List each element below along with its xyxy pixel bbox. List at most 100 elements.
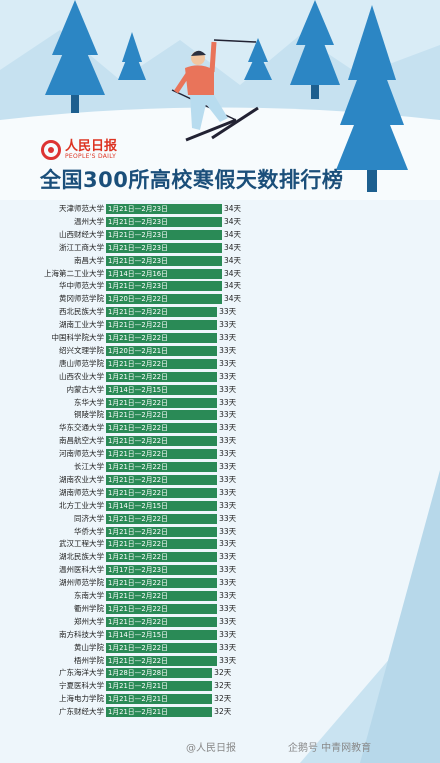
bar [106, 603, 218, 614]
date-range-label: 1月21日—2月22日 [108, 540, 168, 549]
chart-row: 内蒙古大学 1月14日—2月15日 33天 [0, 384, 440, 396]
date-range-label: 1月21日—2月22日 [108, 643, 168, 652]
chart-row: 唐山师范学院 1月21日—2月22日 33天 [0, 358, 440, 370]
days-value-label: 33天 [219, 552, 237, 562]
category-label: 南昌航空大学 [59, 436, 104, 446]
date-range-label: 1月21日—2月22日 [108, 553, 168, 562]
chart-row: 广东海洋大学 1月28日—2月28日 32天 [0, 667, 440, 679]
date-range-label: 1月21日—2月23日 [108, 243, 168, 252]
chart-title: 全国300所高校寒假天数排行榜 [40, 168, 344, 192]
days-value-label: 34天 [224, 255, 242, 265]
date-range-label: 1月21日—2月22日 [108, 334, 168, 342]
chart-row: 铜陵学院 1月21日—2月22日 33天 [0, 409, 440, 421]
bar [106, 397, 218, 408]
chart-row: 华东交通大学 1月21日—2月22日 33天 [0, 422, 440, 434]
brand-name: 人民日报 [65, 139, 118, 154]
bar [106, 423, 218, 434]
days-value-label: 33天 [219, 423, 237, 433]
date-range-label: 1月21日—2月22日 [108, 450, 168, 459]
category-label: 天津师范大学 [59, 204, 104, 213]
category-label: 宁夏医科大学 [59, 681, 104, 691]
category-label: 山西财经大学 [59, 229, 104, 239]
bar [106, 642, 218, 653]
chart-row: 南昌航空大学 1月21日—2月22日 33天 [0, 435, 440, 447]
date-range-label: 1月21日—2月23日 [108, 230, 168, 239]
peoples-daily-logo: 人民日报 PEOPLE'S DAILY [41, 140, 117, 160]
chart-row: 华中师范大学 1月21日—2月23日 34天 [0, 280, 440, 292]
days-value-label: 33天 [219, 565, 237, 575]
days-value-label: 33天 [219, 603, 237, 613]
bar [106, 204, 222, 214]
bar [106, 410, 218, 421]
date-range-label: 1月14日—2月15日 [108, 501, 168, 510]
category-label: 同济大学 [74, 513, 104, 523]
category-label: 华东交通大学 [59, 423, 104, 433]
chart-row: 河南师范大学 1月21日—2月22日 33天 [0, 448, 440, 460]
category-label: 黄山学院 [74, 642, 104, 652]
chart-row: 南方科技大学 1月14日—2月15日 33天 [0, 629, 440, 641]
days-value-label: 33天 [219, 384, 237, 394]
chart-row: 广东财经大学 1月21日—2月21日 32天 [0, 706, 440, 718]
bar [106, 268, 222, 279]
days-value-label: 33天 [219, 629, 237, 639]
bar [106, 707, 213, 718]
date-range-label: 1月21日—2月23日 [108, 256, 168, 265]
bar [106, 629, 218, 640]
date-range-label: 1月21日—2月22日 [108, 656, 168, 665]
category-label: 浙江工商大学 [59, 242, 104, 252]
days-value-label: 33天 [219, 462, 237, 471]
days-value-label: 33天 [219, 333, 237, 342]
days-value-label: 33天 [219, 397, 237, 407]
days-value-label: 33天 [219, 616, 237, 626]
bar [106, 333, 218, 343]
category-label: 华侨大学 [74, 526, 104, 536]
date-range-label: 1月14日—2月15日 [108, 385, 168, 394]
days-value-label: 33天 [219, 655, 237, 665]
days-value-label: 33天 [219, 487, 237, 497]
category-label: 湖南师范大学 [59, 487, 104, 497]
brand-tagline: PEOPLE'S DAILY [65, 153, 117, 160]
date-range-label: 1月21日—2月22日 [108, 321, 168, 330]
category-label: 南方科技大学 [59, 629, 104, 639]
category-label: 广东财经大学 [59, 707, 104, 717]
bar [106, 462, 218, 472]
date-range-label: 1月21日—2月22日 [108, 514, 168, 523]
date-range-label: 1月21日—2月22日 [108, 604, 168, 613]
date-range-label: 1月21日—2月23日 [108, 205, 168, 213]
chart-row: 山西财经大学 1月21日—2月23日 34天 [0, 229, 440, 241]
date-range-label: 1月21日—2月22日 [108, 527, 168, 536]
bar [106, 294, 222, 305]
date-range-label: 1月21日—2月22日 [108, 437, 168, 446]
bar [106, 229, 222, 240]
date-range-label: 1月21日—2月22日 [108, 475, 168, 484]
pine-tree-icon [45, 0, 105, 113]
chart-row: 武汉工程大学 1月21日—2月22日 33天 [0, 538, 440, 550]
chart-row: 温州医科大学 1月17日—2月23日 33天 [0, 564, 440, 576]
chart-row: 东南大学 1月21日—2月22日 33天 [0, 590, 440, 602]
skier-figure [171, 39, 259, 142]
days-value-label: 33天 [219, 320, 237, 330]
chart-row: 绍兴文理学院 1月20日—2月21日 33天 [0, 345, 440, 357]
days-value-label: 33天 [219, 642, 237, 652]
date-range-label: 1月21日—2月22日 [108, 488, 168, 497]
chart-row: 山西农业大学 1月21日—2月22日 33天 [0, 371, 440, 383]
bar [106, 591, 218, 601]
category-label: 绍兴文理学院 [59, 345, 104, 355]
bar [106, 474, 218, 485]
days-value-label: 34天 [224, 281, 242, 291]
days-value-label: 32天 [214, 707, 232, 717]
chart-row: 湖南农业大学 1月21日—2月22日 33天 [0, 474, 440, 486]
days-value-label: 34天 [224, 242, 242, 252]
bar [106, 449, 218, 460]
days-value-label: 33天 [219, 345, 237, 355]
date-range-label: 1月21日—2月22日 [108, 424, 168, 433]
date-range-label: 1月21日—2月22日 [108, 463, 168, 471]
chart-row: 中国科学院大学 1月21日—2月22日 33天 [0, 332, 440, 344]
chart-row: 上海电力学院 1月21日—2月21日 32天 [0, 693, 440, 705]
bar [106, 358, 218, 369]
chart-row: 北方工业大学 1月14日—2月15日 33天 [0, 500, 440, 512]
category-label: 长江大学 [74, 462, 104, 471]
chart-row: 西北民族大学 1月21日—2月22日 33天 [0, 306, 440, 318]
category-label: 黄冈师范学院 [59, 294, 104, 304]
days-value-label: 33天 [219, 410, 237, 420]
